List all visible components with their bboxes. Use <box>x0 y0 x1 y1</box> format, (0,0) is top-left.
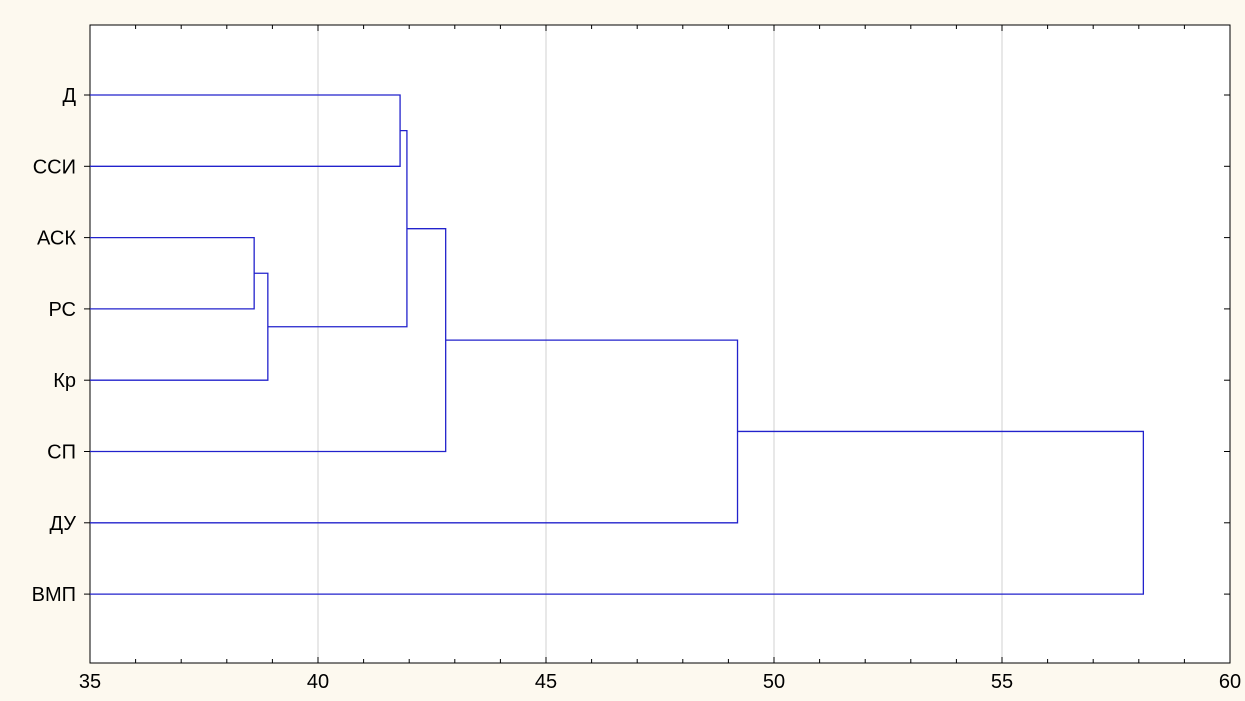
x-tick-label: 50 <box>763 671 785 693</box>
leaf-label: РС <box>48 299 76 321</box>
grid-lines <box>317 25 1003 663</box>
leaf-label: ВМП <box>32 584 76 606</box>
axis-ticks <box>84 25 1231 663</box>
dendrogram-links <box>90 94 1145 595</box>
leaf-label: ДУ <box>50 513 77 535</box>
x-tick-label: 55 <box>991 671 1013 693</box>
leaf-label: АСК <box>37 228 76 250</box>
x-tick-label: 35 <box>79 671 101 693</box>
x-tick-label: 45 <box>535 671 557 693</box>
leaf-label: Кр <box>53 370 76 392</box>
x-tick-label: 60 <box>1219 671 1241 693</box>
axis-labels: 35 40 45 50 55 60 Д ССИ АСК РС Кр СП ДУ ВМП <box>32 85 1242 693</box>
dendrogram-link <box>90 430 1145 595</box>
plot-area <box>89 24 1231 664</box>
leaf-label: Д <box>62 85 76 107</box>
leaf-label: ССИ <box>33 156 76 178</box>
leaf-label: СП <box>47 442 76 464</box>
x-tick-label: 40 <box>307 671 329 693</box>
